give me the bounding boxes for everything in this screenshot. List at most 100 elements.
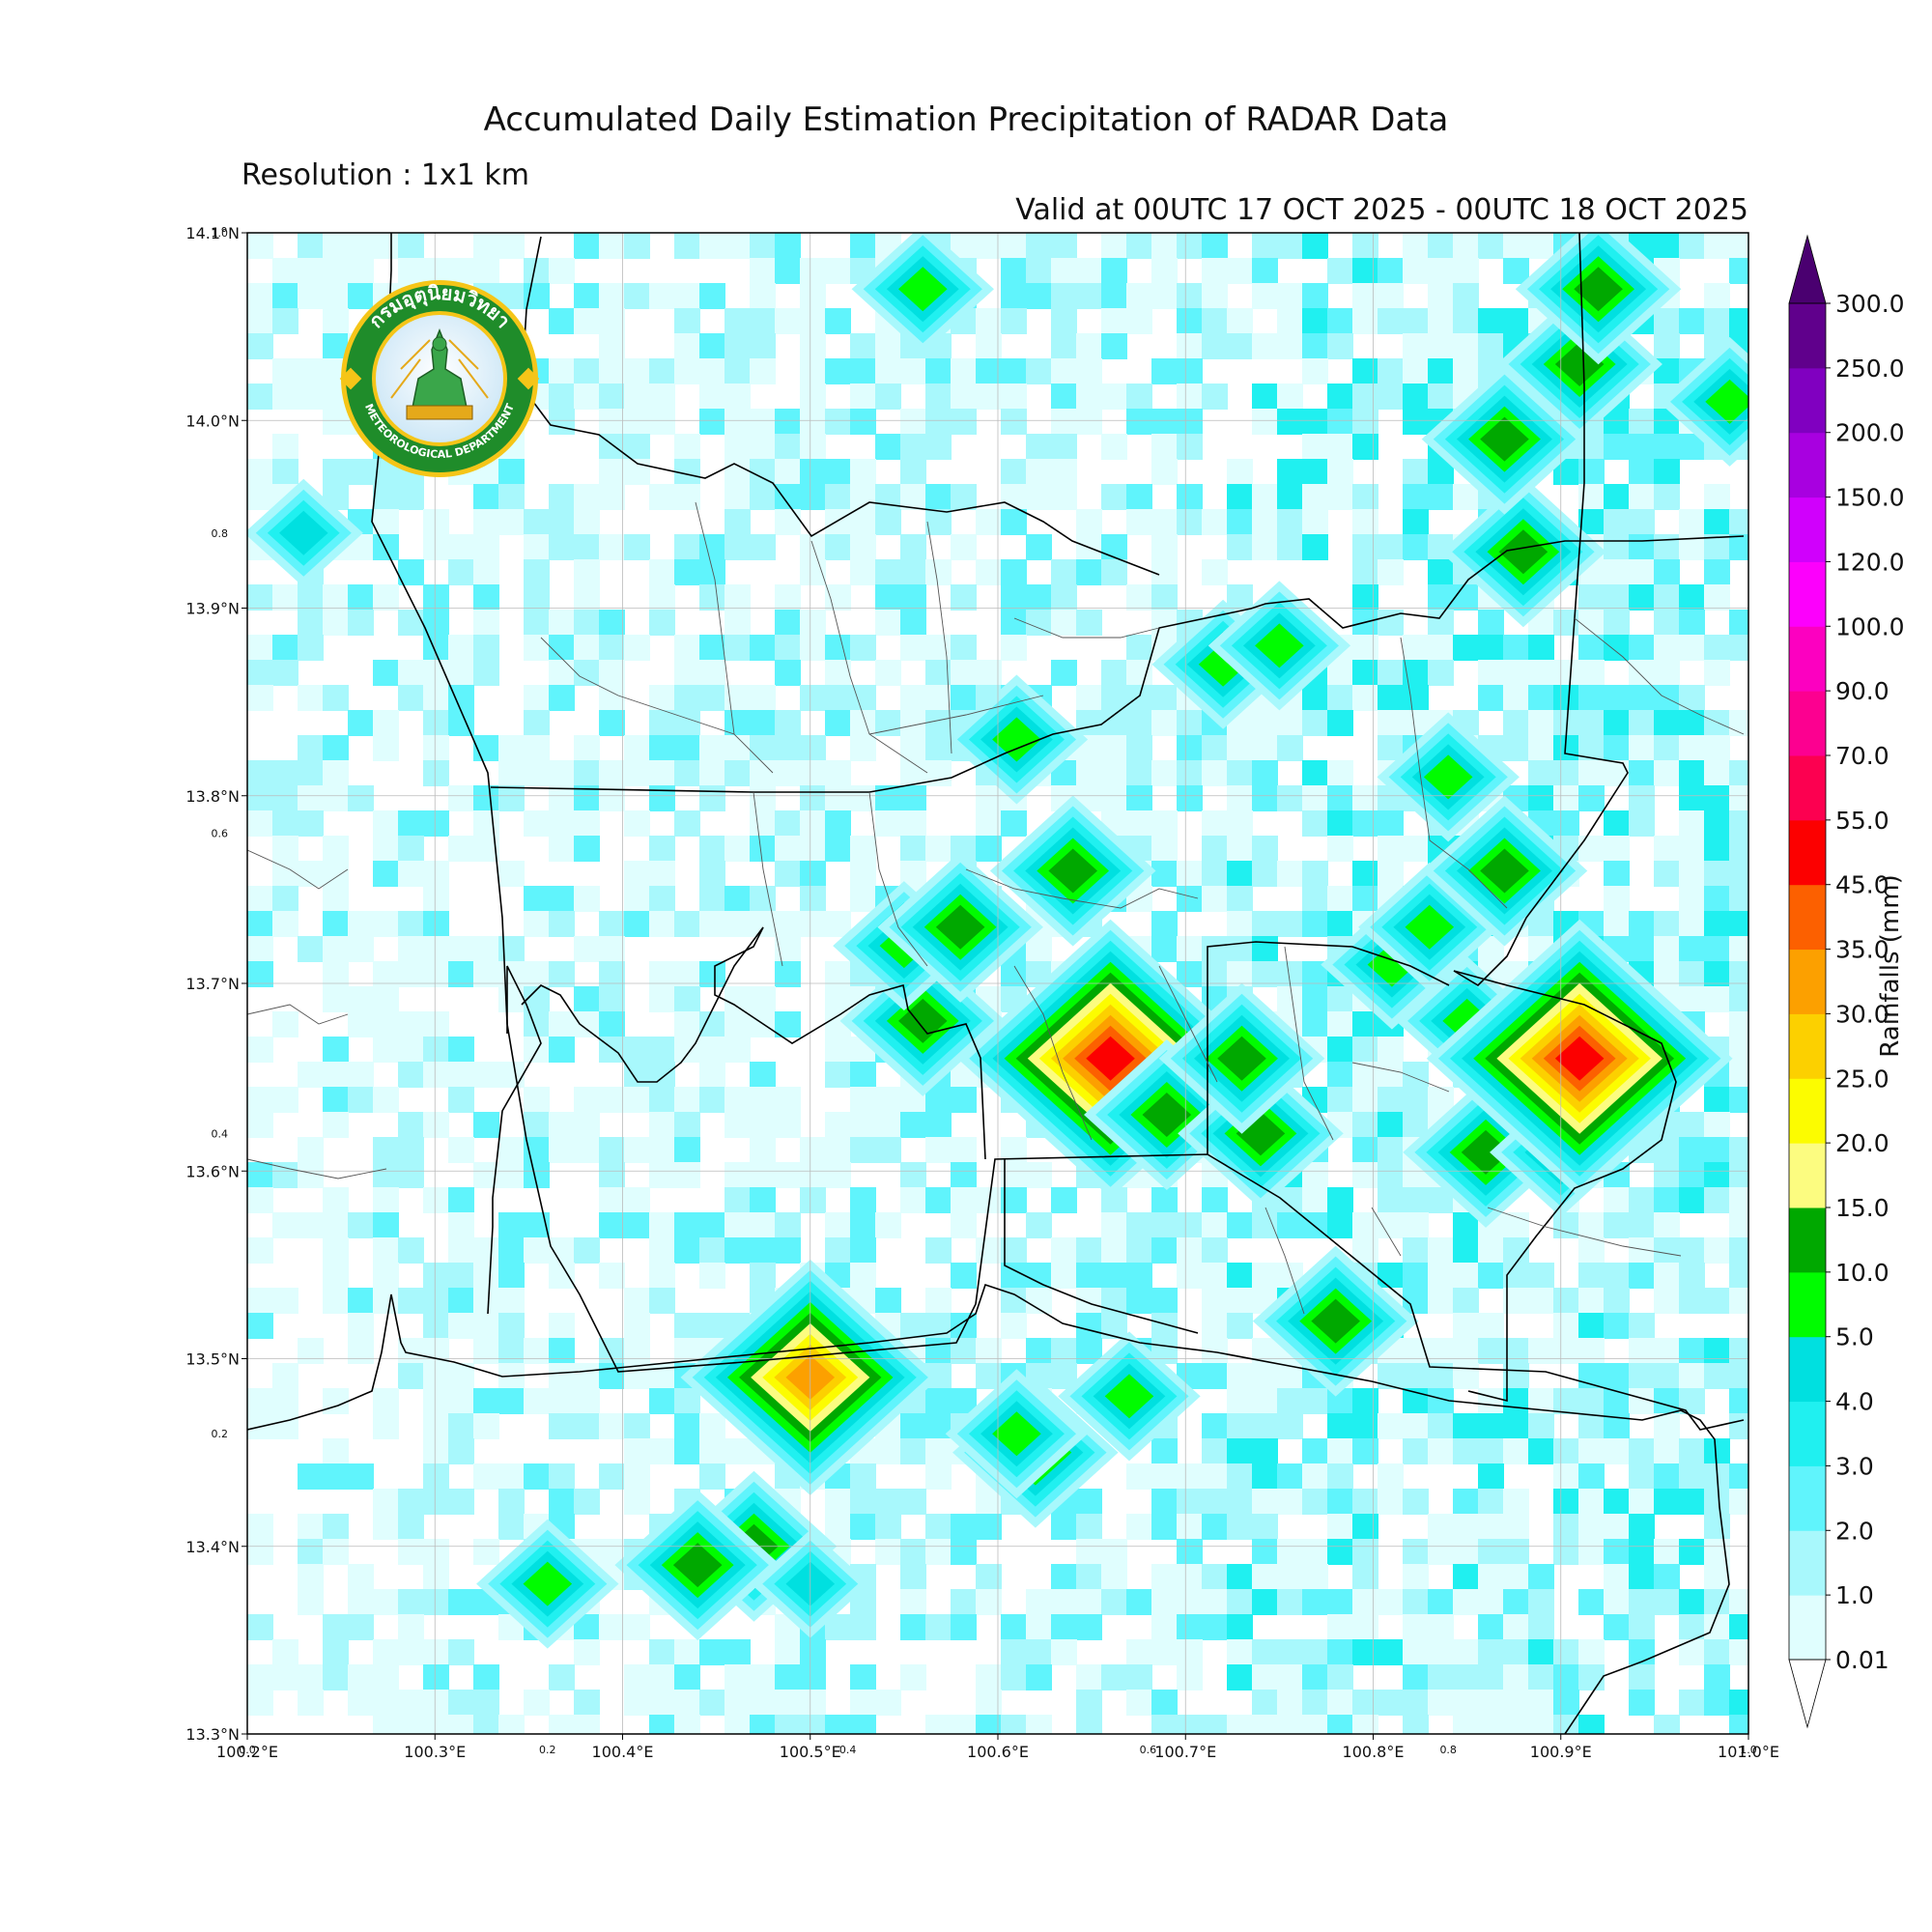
rain-pixel (423, 961, 449, 987)
rain-pixel (1302, 333, 1328, 359)
rain-pixel (1553, 785, 1579, 811)
rain-pixel (1654, 1413, 1680, 1439)
rain-pixel (649, 911, 675, 937)
rain-pixel (1654, 1237, 1680, 1264)
rain-pixel (775, 1162, 801, 1188)
rain-pixel (1503, 1539, 1529, 1565)
rain-pixel (1378, 1087, 1404, 1113)
rain-pixel (1302, 1639, 1328, 1665)
rain-pixel (1553, 1463, 1579, 1490)
rain-pixel (1177, 233, 1203, 259)
rain-pixel (1679, 1162, 1705, 1188)
rain-pixel (398, 610, 424, 636)
rain-pixel (649, 1062, 675, 1088)
rain-pixel (951, 1162, 977, 1188)
rain-pixel (1403, 1087, 1429, 1113)
rain-pixel (1704, 986, 1730, 1012)
rain-pixel (1704, 936, 1730, 962)
rain-pixel (498, 1388, 525, 1414)
rain-pixel (1729, 1388, 1748, 1414)
rain-pixel (1654, 1162, 1680, 1188)
rain-pixel (1403, 1639, 1429, 1665)
rain-pixel (925, 358, 952, 384)
rain-pixel (1126, 509, 1152, 535)
rain-pixel (800, 1187, 826, 1213)
rain-pixel (1001, 1664, 1027, 1690)
rain-pixel (951, 1187, 977, 1213)
rain-pixel (1227, 911, 1253, 937)
rain-pixel (1026, 1614, 1052, 1640)
rain-pixel (498, 1514, 525, 1540)
rain-pixel (1227, 1263, 1253, 1289)
rain-pixel (875, 333, 901, 359)
rain-pixel (900, 409, 926, 435)
rain-pixel (1403, 1438, 1429, 1464)
rain-pixel (398, 1514, 424, 1540)
rain-pixel (1729, 1715, 1748, 1734)
rain-pixel (1202, 233, 1228, 259)
rain-pixel (473, 559, 499, 585)
rain-pixel (1151, 1438, 1178, 1464)
rain-pixel (699, 584, 725, 611)
rain-pixel (699, 384, 725, 410)
rain-pixel (574, 886, 600, 912)
rain-pixel (825, 635, 851, 661)
rain-pixel (1478, 610, 1504, 636)
rain-pixel (247, 1162, 273, 1188)
rain-pixel (1528, 1690, 1554, 1716)
rain-pixel (1729, 1589, 1748, 1615)
rain-pixel (750, 1062, 776, 1088)
rain-pixel (900, 1539, 926, 1565)
rain-pixel (724, 384, 751, 410)
rain-pixel (724, 886, 751, 912)
rain-pixel (925, 1514, 952, 1540)
rain-pixel (1302, 1438, 1328, 1464)
rain-pixel (549, 534, 575, 560)
rain-pixel (398, 1690, 424, 1716)
rain-pixel (1327, 459, 1353, 485)
rain-pixel (699, 1313, 725, 1339)
rain-pixel (1302, 484, 1328, 510)
rain-pixel (1578, 1539, 1605, 1565)
rain-pixel (850, 459, 876, 485)
rain-pixel (1352, 635, 1378, 661)
lat-tick-label: 14.1°N (185, 224, 240, 242)
colorbar-level-label: 150.0 (1835, 484, 1905, 512)
rain-pixel (323, 1539, 349, 1565)
rain-pixel (800, 836, 826, 862)
rain-pixel (373, 1237, 399, 1264)
rain-pixel (825, 1237, 851, 1264)
rain-pixel (1704, 1614, 1730, 1640)
rain-pixel (1654, 635, 1680, 661)
rain-pixel (1478, 1237, 1504, 1264)
rain-pixel (1302, 509, 1328, 535)
rain-pixel (1177, 1489, 1203, 1515)
rain-pixel (1352, 1162, 1378, 1188)
rain-pixel (348, 1288, 374, 1314)
rain-pixel (1729, 1037, 1748, 1063)
rain-pixel (1327, 1037, 1353, 1063)
rain-pixel (298, 233, 324, 259)
rain-pixel (1428, 559, 1454, 585)
rain-pixel (1177, 886, 1203, 912)
rain-pixel (1528, 1589, 1554, 1615)
rain-pixel (1478, 1664, 1504, 1690)
rain-pixel (1352, 1539, 1378, 1565)
rain-pixel (1126, 1690, 1152, 1716)
rain-pixel (674, 760, 700, 786)
rain-pixel (1076, 685, 1102, 711)
rain-pixel (1126, 484, 1152, 510)
rain-pixel (825, 1489, 851, 1515)
rain-pixel (524, 1338, 550, 1364)
rain-pixel (976, 1564, 1002, 1590)
rain-pixel (1604, 1363, 1630, 1389)
rain-pixel (498, 1715, 525, 1734)
rain-pixel (1654, 534, 1680, 560)
rain-pixel (1654, 584, 1680, 611)
rain-pixel (750, 635, 776, 661)
rain-pixel (1302, 434, 1328, 460)
rain-pixel (1503, 1413, 1529, 1439)
rain-pixel (925, 1288, 952, 1314)
rain-pixel (323, 1639, 349, 1665)
rain-pixel (875, 660, 901, 686)
